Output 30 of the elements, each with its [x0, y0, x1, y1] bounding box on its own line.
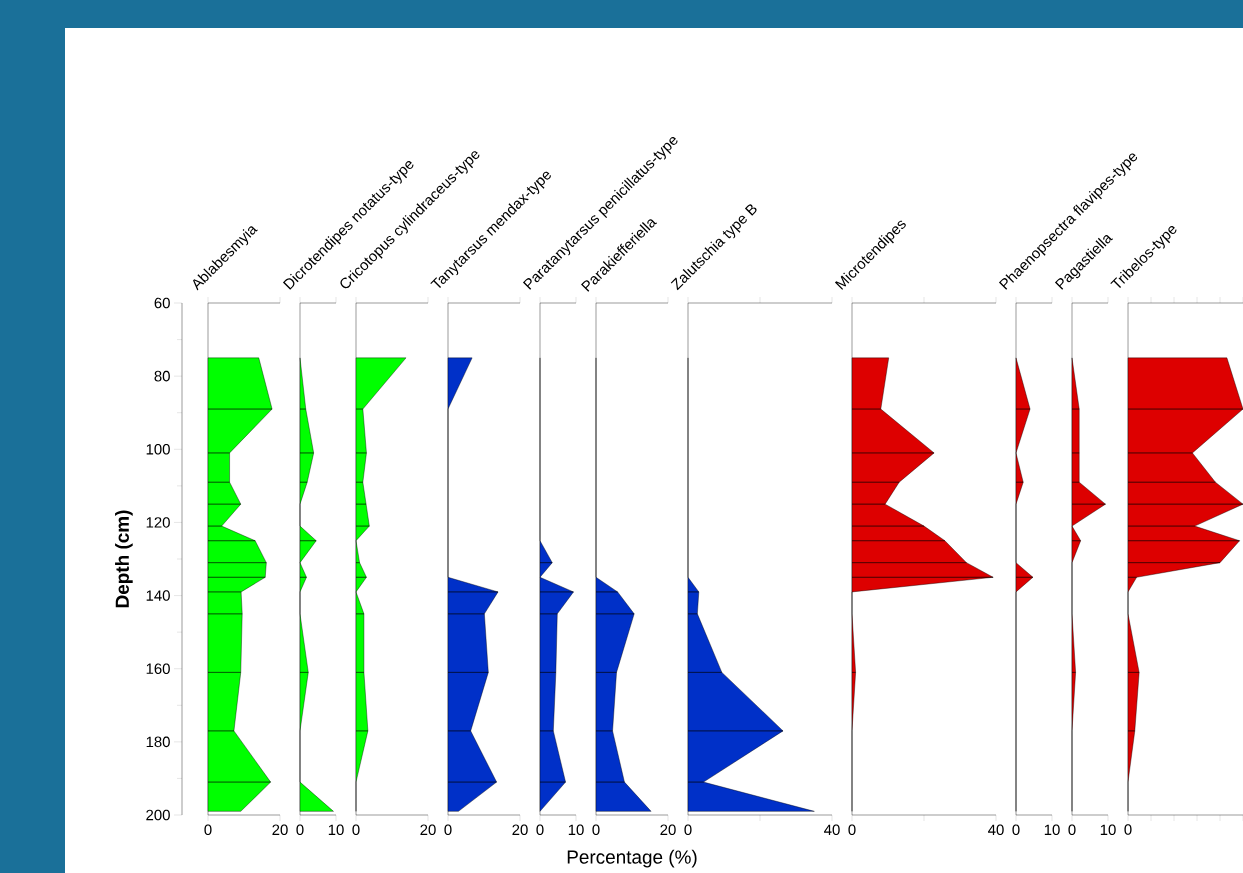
y-tick-label: 200 [146, 809, 170, 821]
x-tick-label: 0 [1012, 824, 1020, 836]
x-tick-label: 20 [272, 824, 288, 836]
y-tick-label: 160 [146, 663, 170, 674]
x-tick-label: 0 [536, 824, 544, 836]
y-tick-label: 80 [154, 370, 170, 382]
x-tick-label: 0 [352, 824, 360, 836]
x-tick-label: 40 [988, 824, 1004, 836]
x-tick-label: 0 [592, 824, 600, 836]
x-tick-label: 10 [568, 824, 584, 836]
x-tick-label: 10 [1100, 824, 1116, 836]
x-tick-label: 0 [296, 824, 304, 836]
x-axis-title: Percentage (%) [567, 849, 697, 868]
y-tick-label: 180 [146, 736, 170, 748]
x-tick-label: 40 [824, 824, 840, 836]
x-tick-label: 0 [848, 824, 856, 836]
x-tick-label: 0 [684, 824, 692, 836]
y-tick-label: 120 [146, 517, 170, 528]
x-tick-label: 0 [1068, 824, 1076, 836]
y-tick-label: 140 [146, 590, 170, 601]
x-tick-label: 0 [204, 824, 212, 836]
x-tick-label: 20 [512, 824, 528, 836]
y-axis-title: Depth (cm) [115, 510, 133, 608]
x-tick-label: 10 [1044, 824, 1060, 836]
x-tick-label: 0 [444, 824, 452, 836]
y-tick-label: 60 [154, 297, 170, 309]
x-tick-label: 20 [660, 824, 676, 836]
x-tick-label: 10 [328, 824, 344, 836]
x-tick-label: 20 [420, 824, 436, 836]
y-tick-label: 100 [146, 443, 170, 455]
